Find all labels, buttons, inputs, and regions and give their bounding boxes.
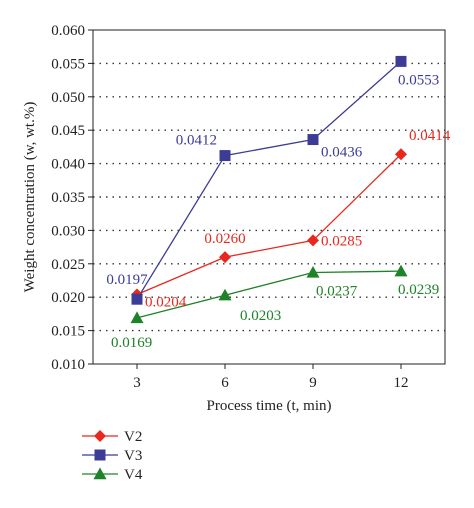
legend-marker-v4	[93, 467, 107, 480]
data-point-v3	[395, 55, 407, 67]
gridlines	[93, 62, 445, 332]
data-label-v4: 0.0169	[111, 335, 152, 351]
data-point-v4	[306, 265, 320, 278]
data-point-v3	[219, 150, 231, 162]
data-label-v3: 0.0553	[398, 72, 439, 88]
y-tick-label: 0.040	[51, 157, 85, 173]
y-tick-label: 0.050	[51, 90, 85, 106]
x-axis-ticks: 3 6 9 12	[133, 364, 409, 391]
data-point-v2	[307, 234, 319, 247]
data-label-v2: 0.0260	[204, 231, 245, 247]
data-label-v2: 0.0204	[145, 295, 187, 311]
y-tick-label: 0.020	[51, 290, 85, 306]
x-tick-label: 9	[309, 375, 317, 391]
legend-label-v2: V2	[124, 429, 142, 445]
y-tick-label: 0.060	[51, 23, 85, 39]
x-tick-label: 6	[221, 375, 229, 391]
data-point-v2	[219, 251, 231, 264]
legend: V2 V3 V4	[82, 429, 143, 483]
data-point-v3	[131, 293, 143, 305]
legend-marker-v2	[94, 430, 106, 442]
data-label-v3: 0.0412	[176, 133, 217, 149]
series-lines	[136, 60, 402, 319]
data-point-v4	[394, 264, 408, 277]
x-tick-label: 3	[133, 375, 141, 391]
y-axis-ticks: 0.010 0.015 0.020 0.025 0.030 0.035 0.040 0.045…	[51, 23, 93, 373]
y-tick-label: 0.045	[51, 123, 85, 139]
y-tick-label: 0.035	[51, 190, 85, 206]
data-label-v4: 0.0237	[316, 283, 358, 299]
data-label-v4: 0.0239	[398, 282, 439, 298]
legend-marker-v3	[94, 449, 106, 461]
data-label-v4: 0.0203	[240, 308, 281, 324]
y-tick-label: 0.010	[51, 357, 85, 373]
legend-label-v3: V3	[124, 448, 142, 464]
series-markers	[130, 55, 408, 324]
y-tick-label: 0.030	[51, 223, 85, 239]
series-line-v4	[136, 270, 402, 319]
y-tick-label: 0.055	[51, 56, 85, 72]
data-label-v3: 0.0197	[106, 272, 148, 288]
data-point-v4	[130, 311, 144, 324]
legend-label-v4: V4	[124, 467, 143, 483]
x-axis-title: Process time (t, min)	[207, 398, 332, 414]
x-tick-label: 12	[394, 375, 409, 391]
data-labels: 0.0204 0.0260 0.0285 0.0414 0.0197 0.0412 0.04…	[106, 72, 450, 351]
data-point-v3	[307, 134, 319, 146]
data-label-v2: 0.0285	[321, 233, 362, 249]
data-point-v4	[218, 288, 232, 301]
y-tick-label: 0.015	[51, 324, 85, 340]
y-tick-label: 0.025	[51, 257, 85, 273]
series-line-v2	[136, 153, 402, 296]
data-label-v2: 0.0414	[409, 128, 451, 144]
data-label-v3: 0.0436	[321, 145, 363, 161]
series-line-v3	[136, 60, 402, 300]
data-point-v2	[395, 148, 407, 161]
y-axis-title: Weight concentration (w, wt.%)	[22, 102, 38, 293]
